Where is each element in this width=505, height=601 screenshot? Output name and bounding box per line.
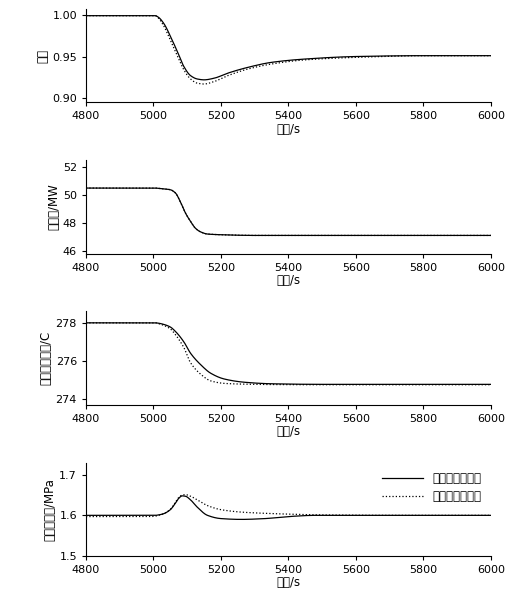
X-axis label: 时间/s: 时间/s: [276, 274, 300, 287]
X-axis label: 时间/s: 时间/s: [276, 123, 300, 136]
Legend: 中间回路泵调速, 中间回路泵定速: 中间回路泵调速, 中间回路泵定速: [377, 469, 484, 506]
X-axis label: 时间/s: 时间/s: [276, 576, 300, 590]
Y-axis label: 堆芯出口温度/C: 堆芯出口温度/C: [40, 331, 53, 385]
X-axis label: 时间/s: 时间/s: [276, 425, 300, 438]
Y-axis label: 核功率/MW: 核功率/MW: [47, 183, 60, 230]
Y-axis label: 主衇汽压力/MPa: 主衇汽压力/MPa: [43, 478, 57, 541]
Y-axis label: 效率: 效率: [36, 49, 49, 63]
